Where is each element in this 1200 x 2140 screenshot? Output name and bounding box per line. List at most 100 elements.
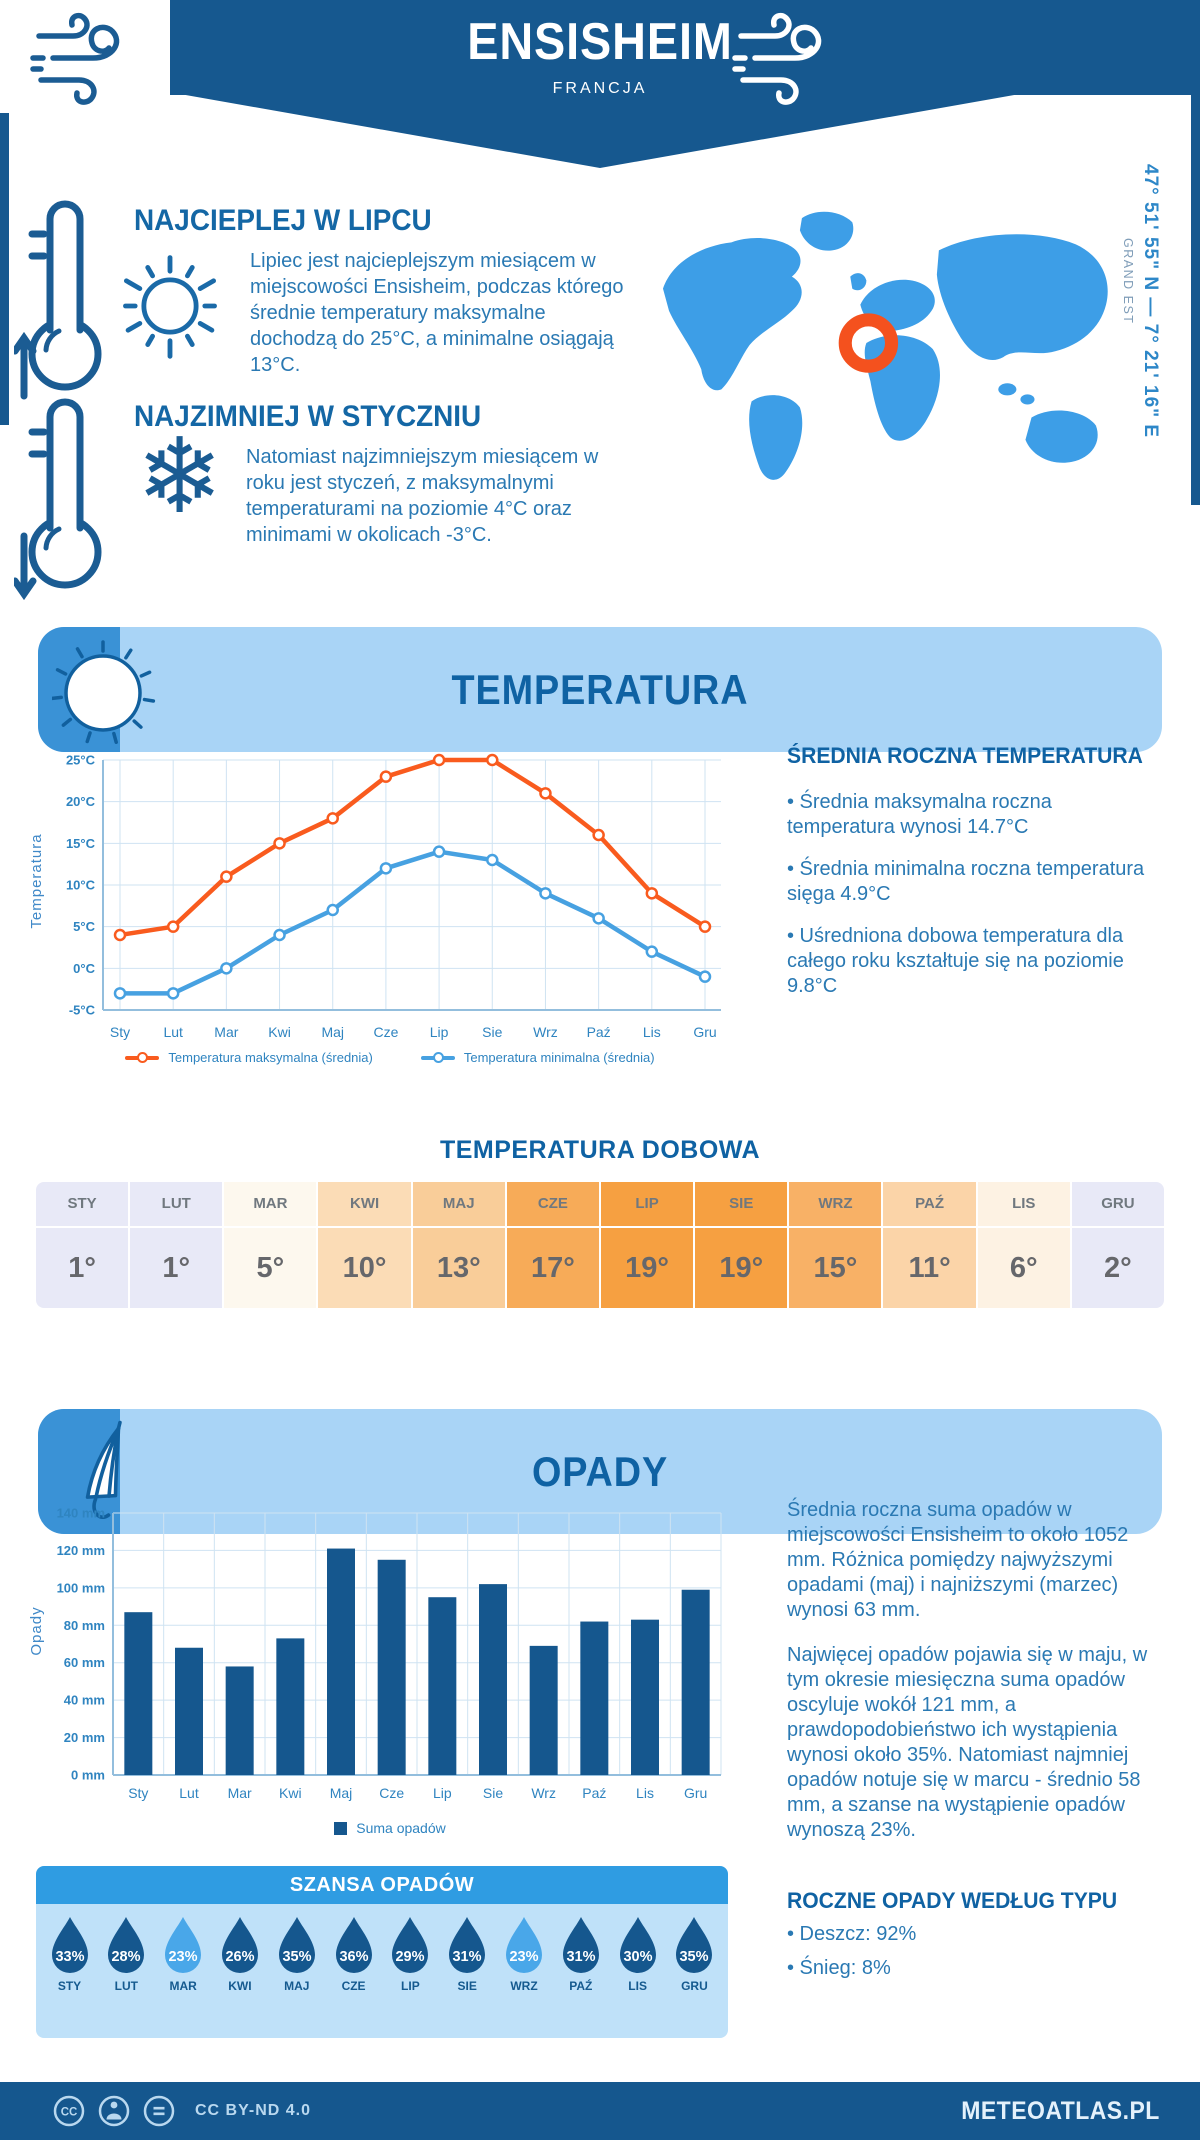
svg-text:10°C: 10°C [66, 878, 96, 893]
precipitation-legend: Suma opadów [45, 1820, 735, 1836]
svg-text:60 mm: 60 mm [64, 1655, 105, 1670]
precipitation-bar [276, 1638, 305, 1775]
data-point [592, 828, 605, 842]
site-name: METEOATLAS.PL [961, 2096, 1160, 2125]
page-title: ENSISHEIM [467, 13, 733, 71]
daily-table-column: KWI 10° [318, 1182, 411, 1308]
svg-text:23%: 23% [169, 1949, 198, 1965]
precipitation-bar [124, 1612, 153, 1775]
raindrop-icon: 36% [335, 1917, 372, 1973]
raindrop-month-label: LIP [401, 1979, 420, 1993]
daily-temperature-value: 19° [695, 1228, 788, 1308]
raindrop-icon: 26% [221, 1917, 258, 1973]
raindrop-cell: 35% MAJ [269, 1914, 324, 1993]
wind-icon [732, 12, 822, 105]
daily-temperature-table: STY 1° LUT 1° MAR 5° KWI 10° MAJ 13° CZE 17° LIP 19° S… [36, 1182, 1164, 1308]
precipitation-paragraph-1: Średnia roczna suma opadów w miejscowośc… [787, 1499, 1129, 1621]
svg-text:Cze: Cze [379, 1785, 404, 1801]
data-point [113, 928, 127, 942]
raindrop-cell: 30% LIS [610, 1914, 665, 1993]
daily-temperature-value: 19° [600, 1228, 694, 1308]
svg-text:Paź: Paź [587, 1024, 611, 1040]
svg-text:15°C: 15°C [66, 836, 96, 851]
svg-text:Lut: Lut [163, 1024, 183, 1040]
warmest-text: Lipiec jest najcieplejszym miesiącem w m… [250, 250, 624, 376]
daily-temperature-value: 1° [36, 1228, 129, 1308]
svg-text:Sty: Sty [128, 1785, 148, 1801]
thermometer-up-icon [14, 200, 102, 400]
annual-bullet: • Średnia minimalna roczna temperatura s… [787, 858, 1145, 905]
svg-text:-5°C: -5°C [69, 1003, 96, 1018]
svg-text:35%: 35% [282, 1949, 311, 1965]
temperature-line-chart: 25°C 20°C 15°C 10°C 5°C 0°C -5°C Sty Lut Mar Kwi Ma… [66, 753, 721, 1040]
precipitation-bar [327, 1548, 355, 1775]
data-point [326, 903, 339, 917]
world-map [662, 211, 1108, 480]
legend-sum-marker [334, 1821, 348, 1835]
annual-temperature-bullets: • Średnia maksymalna roczna temperatura … [787, 790, 1149, 1016]
svg-text:Sie: Sie [482, 1024, 502, 1040]
svg-text:Maj: Maj [321, 1024, 344, 1040]
svg-text:Maj: Maj [330, 1785, 353, 1801]
daily-table-column: PAŹ 11° [883, 1182, 976, 1308]
svg-text:CC: CC [61, 2107, 78, 2119]
svg-text:28%: 28% [112, 1949, 141, 1965]
legend-item-sum: Suma opadów [334, 1820, 446, 1836]
license-block: CC CC BY-ND 4.0 [52, 2094, 311, 2128]
data-point [326, 812, 339, 825]
svg-text:Lis: Lis [643, 1024, 661, 1040]
data-point [379, 862, 393, 875]
svg-text:Sie: Sie [483, 1785, 503, 1801]
daily-table-column: LIP 19° [600, 1182, 694, 1308]
type-bullet-snow: • Śnieg: 8% [787, 1957, 891, 1979]
daily-month-header: GRU [1071, 1182, 1164, 1226]
raindrop-cell: 23% MAR [156, 1914, 211, 1993]
data-point [113, 987, 127, 1000]
precipitation-bar [175, 1647, 203, 1775]
daily-temperature-value: 15° [789, 1228, 882, 1308]
wind-icon [30, 12, 120, 105]
raindrop-cell: 26% KWI [212, 1914, 267, 1993]
annual-temperature-title: ŚREDNIA ROCZNA TEMPERATURA [787, 743, 1143, 768]
no-derivatives-icon [143, 2095, 175, 2127]
svg-text:20 mm: 20 mm [64, 1730, 105, 1745]
svg-text:Paź: Paź [582, 1785, 606, 1801]
daily-table-column: MAJ 13° [412, 1182, 505, 1308]
svg-text:40 mm: 40 mm [64, 1693, 105, 1708]
legend-min-marker [420, 1052, 455, 1063]
svg-text:5°C: 5°C [73, 919, 95, 934]
license-text: CC BY-ND 4.0 [195, 2102, 312, 2119]
daily-table-column: LIS 6° [977, 1182, 1070, 1308]
raindrop-icon: 30% [619, 1917, 656, 1973]
precipitation-axis-title: Opady [28, 1606, 45, 1656]
data-point [645, 887, 659, 900]
temperature-legend: Temperatura maksymalna (średnia) Tempera… [45, 1050, 735, 1065]
svg-text:36%: 36% [339, 1949, 368, 1965]
svg-text:Kwi: Kwi [279, 1785, 302, 1801]
daily-table-column: MAR 5° [224, 1182, 317, 1308]
svg-text:Kwi: Kwi [268, 1024, 291, 1040]
raindrop-month-label: LUT [114, 1979, 138, 1993]
raindrop-icon: 31% [562, 1917, 599, 1973]
raindrop-row: 33% STY 28% LUT 23% MAR 26% KWI 35% MAJ 36% CZE 29% L… [36, 1904, 728, 1993]
svg-text:33%: 33% [55, 1949, 84, 1965]
data-point [166, 987, 180, 1000]
svg-text:Lip: Lip [430, 1024, 449, 1040]
cc-icon: CC [53, 2095, 85, 2127]
legend-max-label: Temperatura maksymalna (średnia) [168, 1050, 373, 1065]
svg-text:0 mm: 0 mm [71, 1768, 105, 1783]
raindrop-cell: 28% LUT [99, 1914, 154, 1993]
raindrop-cell: 23% WRZ [497, 1914, 552, 1993]
daily-temperature-value: 13° [412, 1228, 505, 1308]
header-ribbon [180, 94, 1020, 168]
svg-text:Wrz: Wrz [531, 1785, 556, 1801]
precipitation-bar [428, 1597, 457, 1775]
temperature-axis-title: Temperatura [28, 833, 45, 929]
raindrop-month-label: MAJ [284, 1979, 310, 1993]
daily-month-header: MAJ [412, 1182, 505, 1226]
data-point [486, 753, 499, 767]
svg-text:30%: 30% [623, 1949, 652, 1965]
annual-bullet: • Uśredniona dobowa temperatura dla całe… [787, 925, 1124, 997]
data-point [698, 920, 712, 933]
precipitation-banner-title: OPADY [531, 1448, 669, 1495]
